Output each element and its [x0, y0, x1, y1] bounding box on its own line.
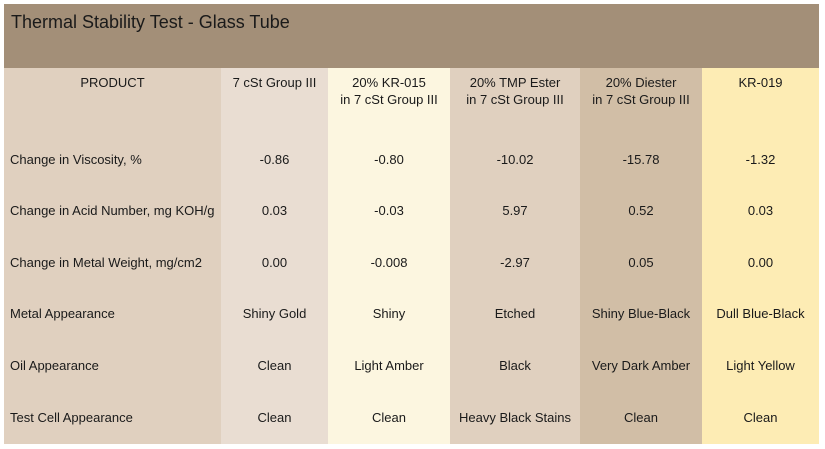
column-header-line: 7 cSt Group III: [232, 75, 317, 90]
product-column: KR-019 -1.32 0.03 0.00 Dull Blue-Black Light …: [702, 68, 819, 444]
table-cell: 0.52: [628, 203, 654, 218]
table-cell: -10.02: [496, 152, 534, 167]
table-cell: -0.03: [374, 203, 404, 218]
row-label: Change in Viscosity, %: [10, 152, 142, 167]
table-cell: -15.78: [622, 152, 660, 167]
product-column: 20% KR-015 in 7 cSt Group III -0.80 -0.03 -0…: [328, 68, 450, 444]
table-cell: -0.008: [370, 255, 408, 270]
column-header-line: 20% TMP Ester: [469, 75, 561, 90]
column-header: 20% KR-015 in 7 cSt Group III: [328, 74, 450, 108]
column-header-line: in 7 cSt Group III: [466, 92, 564, 107]
column-header-line: 20% KR-015: [352, 75, 426, 90]
table-title: Thermal Stability Test - Glass Tube: [11, 12, 290, 32]
table-cell: -2.97: [500, 255, 530, 270]
table-cell: Etched: [494, 306, 536, 321]
table-cell: Shiny: [372, 306, 406, 321]
table-cell: Clean: [257, 358, 292, 373]
title-bar: Thermal Stability Test - Glass Tube: [4, 4, 819, 68]
table-cell: Heavy Black Stains: [459, 410, 571, 425]
table-cell: Black: [499, 358, 531, 373]
row-label: Oil Appearance: [10, 358, 99, 373]
row-label: Test Cell Appearance: [10, 410, 133, 425]
results-table: Thermal Stability Test - Glass Tube PROD…: [4, 4, 819, 444]
product-column: 20% TMP Ester in 7 cSt Group III -10.02 5.9…: [450, 68, 580, 444]
label-column: PRODUCT Change in Viscosity, % Change in A…: [4, 68, 221, 444]
row-label: Metal Appearance: [10, 306, 115, 321]
table-cell: Dull Blue-Black: [716, 306, 805, 321]
table-cell: Clean: [743, 410, 778, 425]
table-cell: -0.80: [374, 152, 404, 167]
table-cell: Clean: [372, 410, 406, 425]
table-cell: Light Yellow: [726, 358, 795, 373]
column-header-line: KR-019: [738, 75, 783, 90]
row-label: Change in Metal Weight, mg/cm2: [10, 255, 202, 270]
column-header-line: in 7 cSt Group III: [592, 92, 690, 107]
table-cell: Shiny Gold: [242, 306, 307, 321]
table-cell: Very Dark Amber: [591, 358, 691, 373]
table-cell: 0.00: [261, 255, 288, 270]
table-cell: -0.86: [259, 152, 290, 167]
table-cell: Clean: [624, 410, 658, 425]
table-cell: 5.97: [502, 203, 528, 218]
table-cell: 0.00: [747, 255, 774, 270]
column-header: 20% TMP Ester in 7 cSt Group III: [450, 74, 580, 108]
table-columns: PRODUCT Change in Viscosity, % Change in A…: [4, 68, 819, 444]
column-header: KR-019: [702, 74, 819, 91]
product-column: 7 cSt Group III -0.86 0.03 0.00 Shiny Gold Cl…: [221, 68, 328, 444]
table-cell: -1.32: [745, 152, 776, 167]
column-header-line: 20% Diester: [605, 75, 677, 90]
column-header: PRODUCT: [4, 74, 221, 91]
column-header: 7 cSt Group III: [221, 74, 328, 91]
table-cell: Light Amber: [354, 358, 424, 373]
column-header-line: PRODUCT: [80, 75, 145, 90]
table-cell: 0.03: [747, 203, 774, 218]
column-header-line: in 7 cSt Group III: [340, 92, 438, 107]
table-cell: Clean: [257, 410, 292, 425]
table-cell: 0.03: [261, 203, 288, 218]
row-label: Change in Acid Number, mg KOH/g: [10, 203, 215, 218]
table-cell: 0.05: [628, 255, 654, 270]
product-column: 20% Diester in 7 cSt Group III -15.78 0.52 0…: [580, 68, 702, 444]
table-cell: Shiny Blue-Black: [591, 306, 691, 321]
column-header: 20% Diester in 7 cSt Group III: [580, 74, 702, 108]
